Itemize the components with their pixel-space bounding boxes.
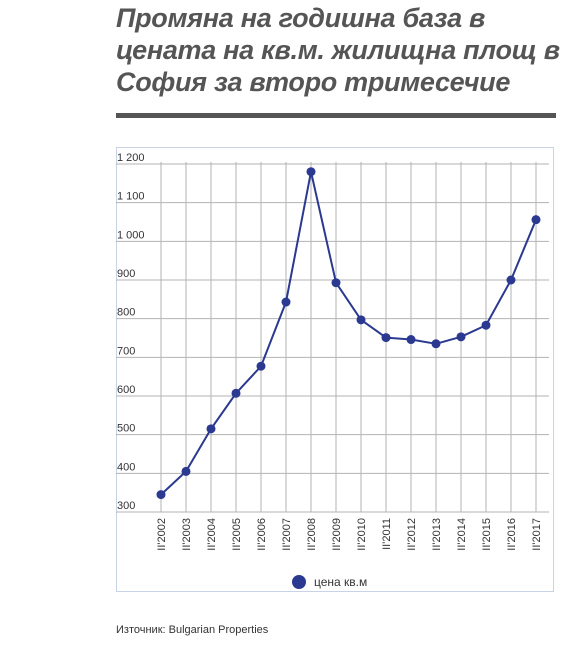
y-tick-label: 800: [117, 307, 135, 319]
data-point: [406, 335, 416, 345]
y-tick-label: 1 100: [117, 191, 145, 203]
title-divider: [116, 113, 556, 118]
vertical-gridlines: [160, 162, 537, 512]
x-tick-label: II'2014: [456, 518, 468, 551]
y-tick-label: 700: [117, 345, 135, 357]
y-tick-label: 600: [117, 384, 135, 396]
y-tick-label: 1 000: [117, 229, 145, 241]
x-tick-label: II'2003: [181, 518, 193, 551]
y-tick-label: 400: [117, 461, 135, 473]
chart-frame: [116, 147, 554, 592]
x-tick-label: II'2007: [281, 518, 293, 551]
x-tick-label: II'2002: [156, 518, 168, 551]
y-tick-label: 900: [117, 268, 135, 280]
data-point: [381, 333, 391, 343]
data-point: [331, 278, 341, 288]
chart-title: Промяна на годишна база в цената на кв.м…: [116, 3, 560, 97]
series-cena-kv-m: [156, 167, 541, 500]
x-tick-label: II'2011: [381, 518, 393, 550]
series-line: [160, 170, 537, 496]
legend-marker: [292, 575, 306, 589]
y-tick-label: 500: [117, 423, 135, 435]
x-axis-tick-labels: II'2002 II'2003 II'2004 II'2005 II'2006 II'20…: [156, 518, 543, 551]
x-tick-label: II'2012: [406, 518, 418, 551]
x-tick-label: II'2008: [306, 518, 318, 551]
data-point: [531, 215, 541, 225]
data-point: [231, 388, 241, 398]
x-tick-label: II'2015: [481, 518, 493, 551]
data-point: [281, 297, 291, 307]
data-point: [206, 424, 216, 434]
x-tick-label: II'2006: [256, 518, 268, 551]
y-tick-label: 1 200: [117, 152, 145, 164]
data-point: [156, 490, 166, 500]
y-tick-label: 300: [117, 500, 135, 512]
source-note: Източник: Bulgarian Properties: [116, 624, 269, 636]
x-tick-label: II'2005: [231, 518, 243, 551]
x-tick-label: II'2013: [431, 518, 443, 551]
legend-label: цена кв.м: [314, 575, 367, 589]
data-point: [306, 167, 316, 177]
data-point: [356, 315, 366, 325]
x-tick-label: II'2004: [206, 518, 218, 551]
data-point: [506, 275, 516, 285]
data-point: [181, 466, 191, 476]
y-axis-tick-labels: 300 400 500 600 700 800 900 1 000 1 100 1 200: [117, 152, 145, 512]
data-point: [456, 332, 466, 342]
data-point: [481, 320, 491, 330]
data-point: [256, 361, 266, 371]
x-tick-label: II'2009: [331, 518, 343, 551]
horizontal-gridlines: [116, 163, 549, 513]
x-tick-label: II'2010: [356, 518, 368, 551]
legend: цена кв.м: [292, 575, 367, 589]
x-tick-label: II'2017: [531, 518, 543, 551]
x-tick-label: II'2016: [506, 518, 518, 551]
data-point: [431, 339, 441, 349]
